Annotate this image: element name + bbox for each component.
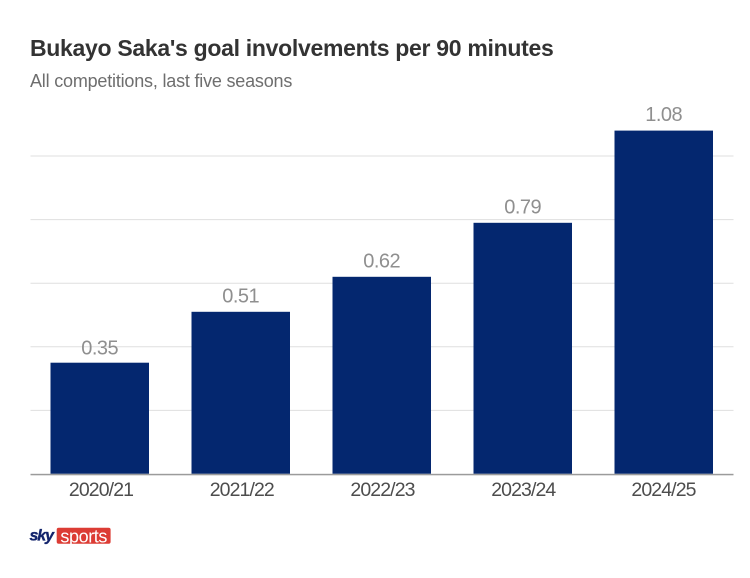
svg-text:0.35: 0.35 — [81, 337, 118, 359]
svg-text:sports: sports — [60, 526, 107, 546]
svg-text:2024/25: 2024/25 — [631, 479, 696, 501]
svg-text:2023/24: 2023/24 — [491, 479, 556, 501]
svg-text:2022/23: 2022/23 — [350, 479, 414, 501]
svg-text:2020/21: 2020/21 — [69, 479, 133, 501]
svg-text:1.08: 1.08 — [645, 104, 682, 126]
svg-text:2021/22: 2021/22 — [210, 479, 274, 501]
svg-text:0.62: 0.62 — [363, 251, 400, 273]
svg-text:0.79: 0.79 — [504, 197, 541, 219]
svg-text:0.51: 0.51 — [222, 286, 259, 308]
svg-text:sky: sky — [30, 528, 56, 545]
